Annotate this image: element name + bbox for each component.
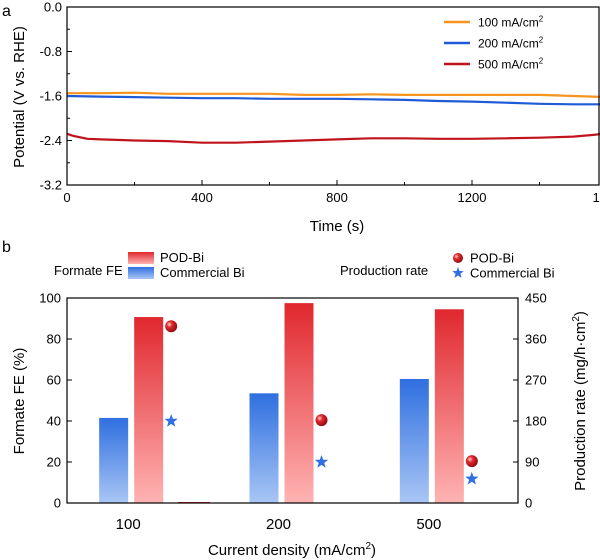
panel-b-ytick-label-left: 40 (47, 414, 61, 429)
panel-b-legend-bar-label: Commercial Bi (160, 265, 245, 280)
panel-b-category-label: 200 (266, 516, 291, 533)
panel-b-point-commercial-bi (164, 414, 178, 427)
panel-b-legend-sphere (453, 253, 463, 263)
panel-b-ytick-label-right: 270 (525, 373, 547, 388)
panel-b-bar (434, 309, 464, 503)
panel-b-point-pod-bi (315, 414, 328, 427)
panel-a-xtick-label: 800 (326, 190, 348, 205)
panel-b-ylabel-left: Formate FE (%) (11, 348, 28, 455)
panel-b-ytick-label-right: 0 (525, 496, 532, 511)
panel-b-legend-point-label: POD-Bi (470, 251, 514, 266)
panel-a-ytick-label: 0.0 (44, 0, 62, 15)
panel-b-frame (66, 297, 519, 504)
panel-a-ytick-label: -0.8 (40, 44, 62, 59)
panel-b-legend-star (452, 267, 464, 278)
panel-a-label: a (2, 3, 11, 20)
panel-b-point-commercial-bi (314, 455, 329, 468)
panel-b-legend-bar-swatch (128, 267, 154, 279)
panel-a-ylabel: Potential (V vs. RHE) (11, 26, 28, 168)
panel-a-series-line (66, 132, 600, 144)
panel-b-label: b (2, 239, 11, 256)
panel-a-xlabel: Time (s) (310, 218, 364, 235)
panel-a-ytick-label: -3.2 (40, 178, 62, 193)
panel-a-frame (66, 6, 600, 186)
panel-b-bar (99, 417, 129, 503)
panel-a-legend-label: 500 mA/cm2 (478, 57, 544, 72)
panel-a-legend-label: 100 mA/cm2 (478, 15, 544, 30)
panel-b-bar (249, 393, 279, 503)
panel-b-ytick-label-left: 60 (47, 373, 61, 388)
panel-b-bar (399, 378, 429, 503)
panel-a-series-line (66, 94, 600, 106)
panel-b-legend-rate-title: Production rate (340, 263, 428, 278)
panel-b-category-label: 500 (416, 516, 441, 533)
panel-b-point-commercial-bi (465, 471, 479, 485)
panel-a-xtick-label: 0 (63, 190, 70, 205)
panel-b-plot: 100 200 500 0 20 40 60 80 100 0 90 180 270 360 450 Prod… (39, 250, 589, 559)
panel-b-ytick-label-left: 100 (39, 291, 61, 306)
panel-b-legend-bar-swatch (128, 252, 154, 264)
panel-a-plot: 0 400 800 1200 1600 0.0 -0.8 -1.6 -2.4 -3.2 100 mA… (40, 0, 600, 205)
panel-b-ytick-label-left: 0 (54, 496, 61, 511)
panel-a-ytick-label: -2.4 (40, 133, 62, 148)
panel-b-ylabel-right: Production rate (mg/h·cm2) (571, 311, 589, 491)
panel-a-xtick-label: 400 (191, 190, 213, 205)
panel-b-ytick-label-right: 450 (525, 291, 547, 306)
panel-b-ytick-label-right: 180 (525, 414, 547, 429)
panel-b-ytick-label-right: 90 (525, 455, 539, 470)
panel-b-ytick-label-right: 360 (525, 332, 547, 347)
panel-a-legend-label: 200 mA/cm2 (478, 36, 544, 51)
panel-b-bar (134, 317, 164, 503)
panel-a-series-line (67, 91, 600, 98)
panel-a-ytick-label: -1.6 (40, 89, 62, 104)
panel-a-xtick-label: 1200 (458, 190, 487, 205)
panel-b-legend-point-label: Commercial Bi (470, 266, 555, 281)
panel-b-bar (284, 303, 314, 503)
panel-b-point-pod-bi (465, 455, 478, 468)
panel-b-category-label: 100 (116, 516, 141, 533)
panel-b-point-pod-bi (165, 320, 178, 333)
panel-b-ytick-label-left: 20 (47, 455, 61, 470)
panel-b-legend-bar-label: POD-Bi (160, 250, 204, 265)
panel-a-xtick-label: 1600 (593, 190, 600, 205)
panel-b-legend-fe-title: Formate FE (54, 263, 123, 278)
panel-b-xlabel: Current density (mA/cm2) (208, 541, 376, 559)
panel-b-ytick-label-left: 80 (47, 332, 61, 347)
